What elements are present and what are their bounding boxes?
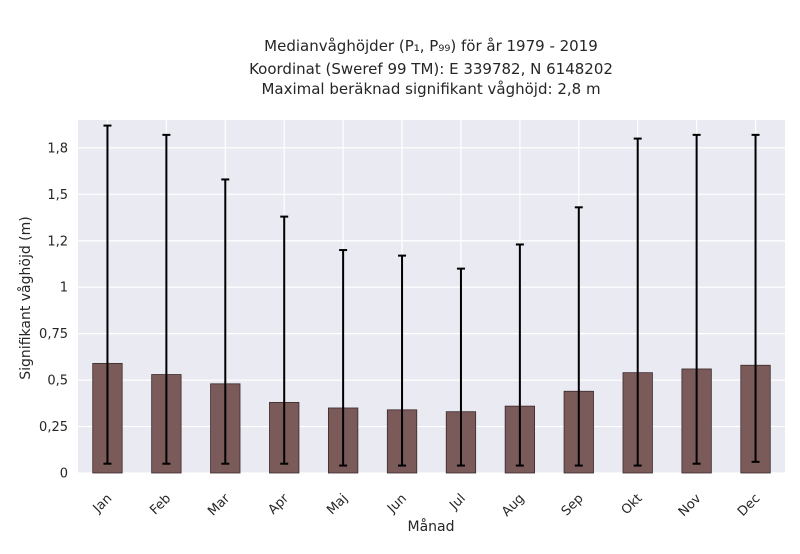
- error-bars: [103, 124, 760, 467]
- y-tick-label: 1: [60, 281, 68, 296]
- x-tick-label: Sep: [559, 491, 587, 519]
- error-bar-apr: [280, 215, 289, 465]
- chart-title: Medianvåghöjder (P₁, P₉₉) för år 1979 - …: [249, 37, 613, 98]
- error-bar-jul: [456, 267, 465, 467]
- error-bar-feb: [162, 133, 171, 465]
- error-bar-okt: [633, 137, 642, 467]
- y-tick-labels: 0 0,25 0,5 0,75 1 1,2 1,5 1,8: [39, 141, 68, 481]
- x-tick-label: Jun: [384, 491, 410, 517]
- x-tick-label: Jan: [90, 491, 115, 516]
- y-tick-label: 0: [60, 467, 68, 482]
- error-bar-maj: [339, 249, 348, 467]
- plot-area: [78, 120, 785, 473]
- y-tick-label: 1,5: [47, 188, 68, 203]
- x-tick-label: Maj: [324, 491, 351, 518]
- y-tick-label: 1,2: [47, 234, 68, 249]
- x-tick-label: Aug: [499, 491, 528, 520]
- error-bar-jun: [398, 254, 407, 467]
- y-axis-label: Signifikant våghöjd (m): [17, 216, 34, 379]
- error-bar-jan: [103, 124, 112, 465]
- x-tick-label: Feb: [147, 491, 174, 518]
- chart-title-line-1: Medianvåghöjder (P₁, P₉₉) för år 1979 - …: [264, 37, 598, 55]
- x-axis-label: Månad: [408, 518, 455, 535]
- error-bar-nov: [692, 133, 701, 465]
- x-tick-label: Apr: [266, 491, 293, 518]
- error-bar-aug: [515, 243, 524, 467]
- x-tick-labels: Jan Feb Mar Apr Maj Jun Jul Aug Sep Okt Nov Dec: [90, 491, 764, 520]
- error-bar-mar: [221, 178, 230, 465]
- x-tick-label: Dec: [735, 491, 763, 519]
- x-tick-label: Okt: [619, 491, 646, 518]
- error-bar-dec: [751, 133, 760, 463]
- y-tick-label: 1,8: [47, 141, 68, 156]
- y-tick-label: 0,75: [39, 327, 68, 342]
- chart-title-line-2: Koordinat (Sweref 99 TM): E 339782, N 61…: [249, 60, 613, 78]
- error-bar-sep: [574, 206, 583, 467]
- x-tick-label: Mar: [205, 491, 233, 519]
- chart-title-line-3: Maximal beräknad signifikant våghöjd: 2,…: [261, 80, 600, 98]
- x-tick-label: Nov: [676, 491, 705, 520]
- x-tick-label: Jul: [446, 491, 468, 513]
- y-tick-label: 0,5: [47, 374, 68, 389]
- y-tick-label: 0,25: [39, 420, 68, 435]
